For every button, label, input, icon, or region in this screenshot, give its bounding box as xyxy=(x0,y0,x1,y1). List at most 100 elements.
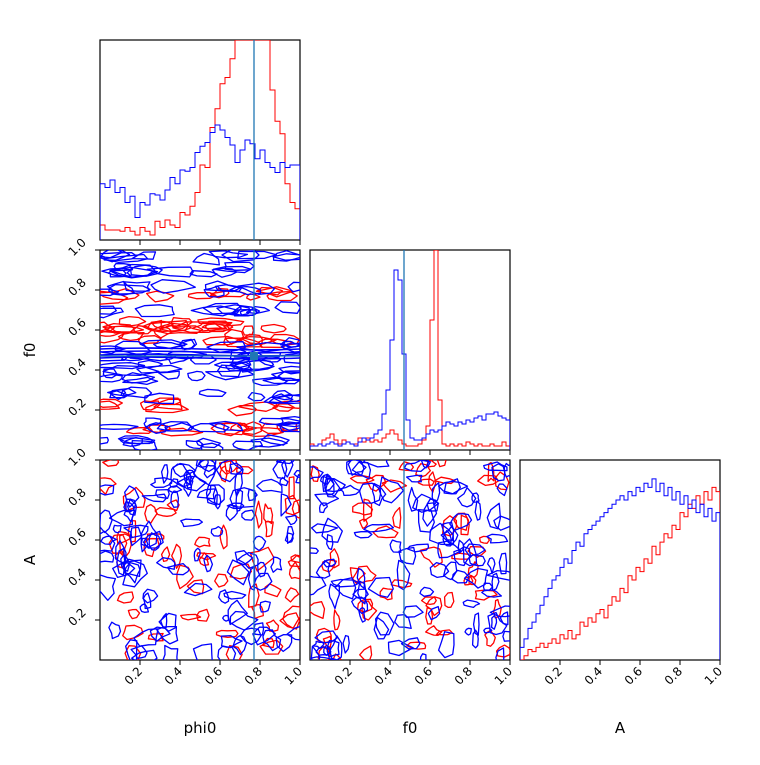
contour-blue-A-phi0-64 xyxy=(141,493,168,503)
contour-blue-f0-phi0-171 xyxy=(100,250,131,263)
contour-red-A-f0-37 xyxy=(495,644,510,658)
contour-blue-A-f0-83 xyxy=(486,533,509,544)
contour-blue-A-phi0-81 xyxy=(180,518,204,528)
ytick-label-f0: 0.2 xyxy=(65,395,88,418)
contour-blue-A-phi0-58 xyxy=(158,612,177,632)
contour-blue-A-f0-66 xyxy=(493,515,510,531)
contour-red-A-phi0-31 xyxy=(248,583,260,608)
contour-blue-f0-phi0-152 xyxy=(150,279,196,294)
contour-blue-A-f0-157 xyxy=(421,460,430,469)
contour-blue-A-f0-62 xyxy=(463,567,489,589)
contour-blue-A-f0-158 xyxy=(351,596,369,615)
contour-blue-A-phi0-99 xyxy=(142,588,159,604)
contour-blue-A-phi0-74 xyxy=(167,485,183,494)
contour-red-A-f0-51 xyxy=(420,596,437,606)
contour-blue-f0-phi0-180 xyxy=(100,252,138,262)
contour-blue-f0-phi0-88 xyxy=(198,388,227,397)
contour-red-A-f0-31 xyxy=(443,591,455,609)
contour-blue-A-phi0-100 xyxy=(156,557,176,570)
contour-blue-f0-phi0-96 xyxy=(277,370,300,382)
contour-blue-A-phi0-138 xyxy=(229,610,259,631)
contour-red-A-phi0-18 xyxy=(288,561,300,580)
contour-blue-A-phi0-73 xyxy=(205,484,218,506)
contour-layer xyxy=(100,250,510,660)
contour-blue-band-f0-phi0-3 xyxy=(100,347,300,351)
contour-blue-A-phi0-109 xyxy=(127,498,138,516)
contour-red-A-phi0-39 xyxy=(122,486,146,512)
ytick-label-A: 0.4 xyxy=(65,565,88,588)
contour-red-f0-phi0-49 xyxy=(146,320,189,333)
ytick-label-A: 1.0 xyxy=(65,445,88,468)
contour-blue-A-f0-142 xyxy=(324,475,341,498)
contour-red-A-phi0-1 xyxy=(124,645,142,660)
contour-red-A-f0-16 xyxy=(352,501,374,516)
xtick-label-phi0: 0.6 xyxy=(202,664,225,687)
xlabel-f0: f0 xyxy=(403,719,418,737)
contour-blue-A-f0-63 xyxy=(457,539,465,554)
contour-red-f0-phi0-27 xyxy=(224,328,245,345)
contour-red-f0-phi0-14 xyxy=(275,400,300,409)
ytick-label-A: 0.8 xyxy=(65,485,88,508)
contour-blue-A-phi0-101 xyxy=(166,562,190,576)
hist-blue-f0 xyxy=(310,269,510,450)
contour-red-A-f0-35 xyxy=(419,546,443,568)
contour-red-A-phi0-0 xyxy=(102,460,120,467)
contour-blue-f0-phi0-98 xyxy=(252,376,288,387)
contour-red-A-phi0-32 xyxy=(236,465,254,475)
contour-blue-f0-phi0-99 xyxy=(102,368,118,379)
contour-blue-A-f0-101 xyxy=(437,540,462,559)
contour-blue-f0-phi0-157 xyxy=(108,283,151,295)
contour-blue-A-phi0-75 xyxy=(193,547,201,562)
contour-blue-A-phi0-154 xyxy=(252,626,277,646)
contour-red-A-phi0-38 xyxy=(100,477,117,495)
contour-blue-A-phi0-87 xyxy=(279,476,289,487)
contour-blue-A-phi0-90 xyxy=(124,485,140,508)
contour-blue-A-f0-152 xyxy=(443,478,461,495)
contour-blue-A-phi0-92 xyxy=(203,464,216,479)
contour-red-A-phi0-47 xyxy=(219,465,228,483)
contour-blue-A-phi0-117 xyxy=(108,621,122,640)
contour-red-A-phi0-35 xyxy=(263,503,274,525)
contour-red-A-f0-47 xyxy=(351,565,377,584)
contour-blue-A-f0-153 xyxy=(495,647,505,660)
xtick-label-f0: 0.4 xyxy=(372,664,395,687)
contour-red-f0-phi0-15 xyxy=(100,398,123,408)
contour-blue-f0-phi0-80 xyxy=(156,420,192,432)
contour-red-A-f0-29 xyxy=(425,596,443,617)
contour-blue-f0-phi0-92 xyxy=(107,388,127,397)
contour-red-A-phi0-19 xyxy=(166,499,180,512)
contour-blue-f0-phi0-142 xyxy=(100,305,117,315)
contour-blue-A-phi0-107 xyxy=(100,509,113,534)
contour-red-A-phi0-51 xyxy=(291,499,300,519)
contour-blue-f0-phi0-90 xyxy=(263,393,294,404)
contour-blue-A-phi0-131 xyxy=(162,644,179,660)
contour-red-A-phi0-5 xyxy=(254,500,263,529)
contour-group-A-phi0 xyxy=(100,460,300,660)
contour-blue-A-f0-118 xyxy=(358,482,382,504)
contour-red-f0-phi0-11 xyxy=(139,400,161,411)
contour-blue-A-phi0-59 xyxy=(195,460,209,468)
contour-blue-f0-phi0-125 xyxy=(261,355,282,363)
contour-blue-A-f0-133 xyxy=(471,629,479,649)
xtick-label-A: 1.0 xyxy=(702,664,725,687)
contour-blue-f0-phi0-103 xyxy=(271,371,300,381)
contour-blue-A-f0-111 xyxy=(379,476,405,504)
contour-blue-A-f0-149 xyxy=(431,482,441,505)
contour-blue-A-f0-82 xyxy=(498,552,508,575)
xtick-label-phi0: 0.8 xyxy=(242,664,265,687)
contour-blue-A-phi0-122 xyxy=(257,561,267,578)
contour-blue-f0-phi0-86 xyxy=(268,394,300,405)
contour-blue-A-f0-159 xyxy=(429,561,450,579)
contour-blue-A-phi0-153 xyxy=(129,526,143,547)
contour-red-A-f0-22 xyxy=(379,587,394,601)
contour-blue-A-f0-104 xyxy=(346,460,365,477)
contour-blue-f0-phi0-178 xyxy=(272,250,300,262)
contour-blue-f0-phi0-167 xyxy=(224,261,255,271)
contour-blue-f0-phi0-177 xyxy=(192,252,220,266)
contour-blue-A-f0-119 xyxy=(367,576,394,598)
contour-blue-A-f0-141 xyxy=(328,583,340,610)
contour-blue-A-f0-78 xyxy=(486,502,502,530)
contour-blue-f0-phi0-84 xyxy=(109,390,129,399)
contour-blue-f0-phi0-74 xyxy=(275,421,300,432)
contour-red-f0-phi0-59 xyxy=(255,286,294,298)
